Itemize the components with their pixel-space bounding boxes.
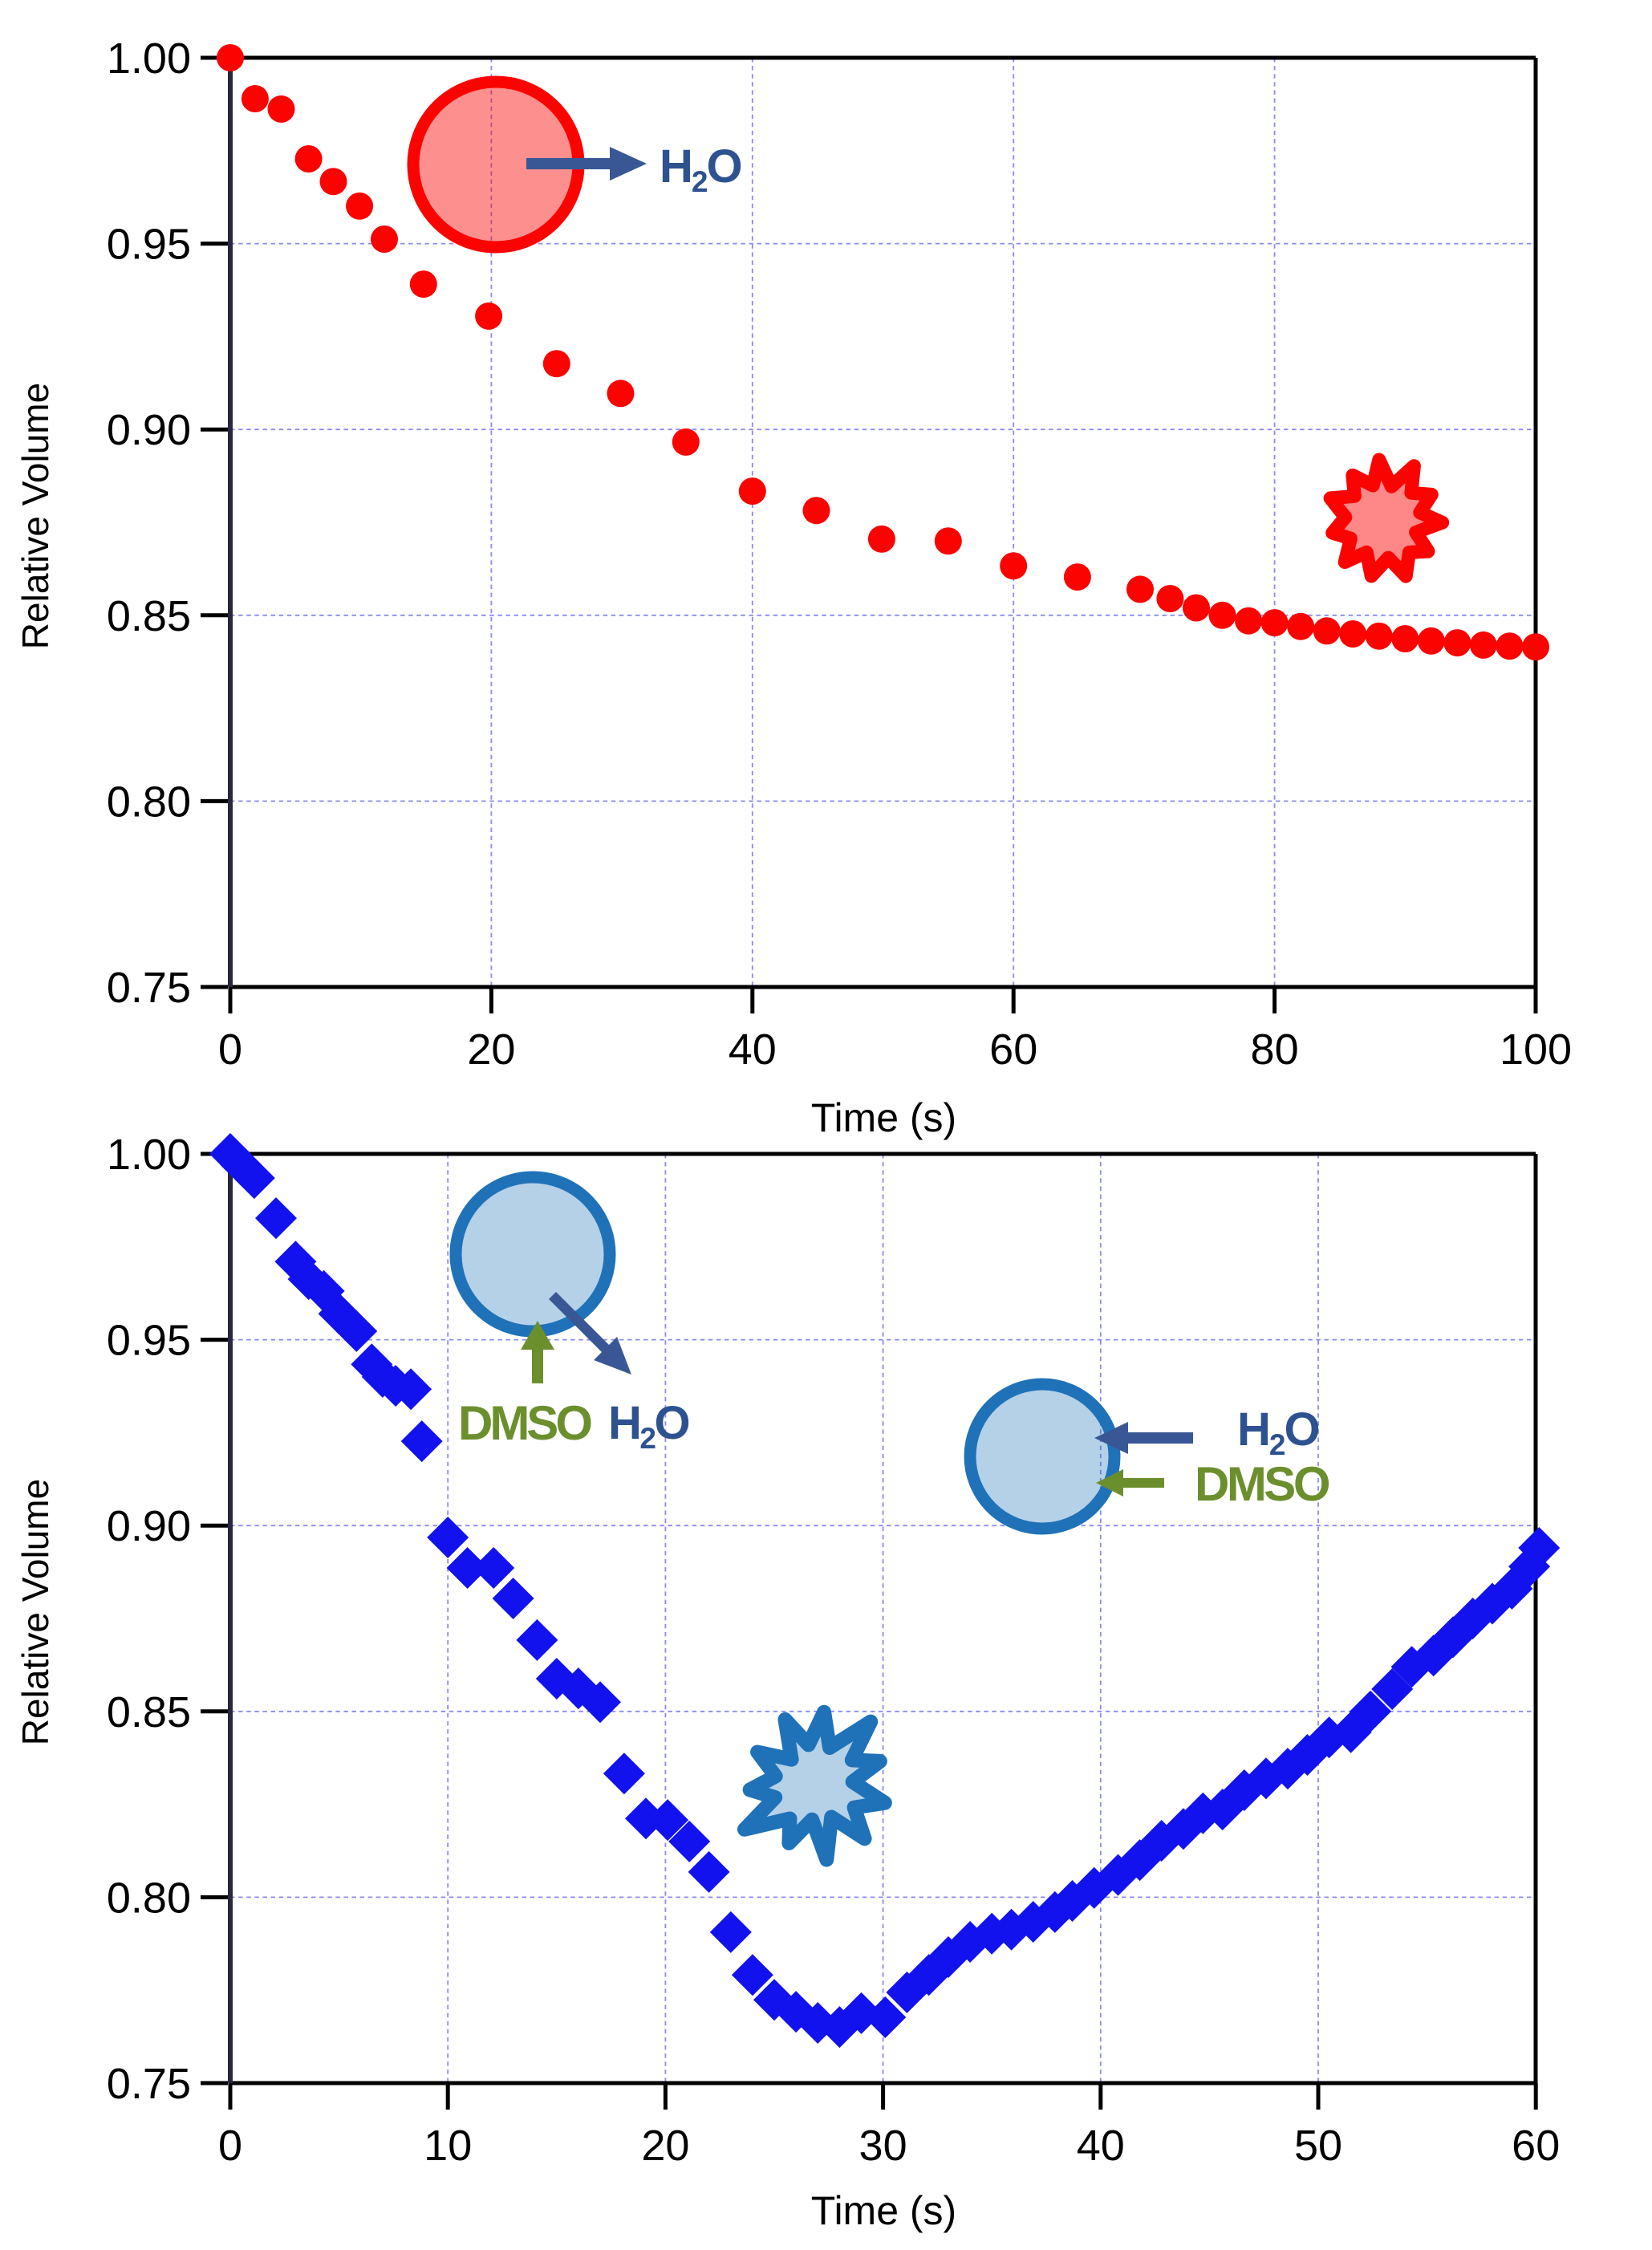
svg-text:0: 0 bbox=[218, 1025, 242, 1074]
svg-text:0.85: 0.85 bbox=[107, 1688, 191, 1736]
svg-text:30: 30 bbox=[859, 2122, 907, 2170]
svg-text:0.85: 0.85 bbox=[107, 592, 191, 640]
svg-text:Time (s): Time (s) bbox=[811, 1095, 956, 1140]
svg-text:Time (s): Time (s) bbox=[811, 2188, 956, 2233]
svg-text:1.00: 1.00 bbox=[107, 35, 191, 83]
svg-text:0.75: 0.75 bbox=[107, 964, 191, 1012]
svg-text:80: 80 bbox=[1251, 1025, 1299, 1074]
svg-text:DMSO: DMSO bbox=[1195, 1457, 1329, 1511]
svg-text:0.95: 0.95 bbox=[107, 1317, 191, 1365]
svg-text:20: 20 bbox=[641, 2122, 689, 2170]
svg-text:60: 60 bbox=[1512, 2122, 1560, 2170]
svg-text:0.95: 0.95 bbox=[107, 221, 191, 269]
svg-text:10: 10 bbox=[424, 2122, 472, 2170]
svg-text:0.90: 0.90 bbox=[107, 1502, 191, 1550]
svg-text:60: 60 bbox=[989, 1025, 1037, 1074]
svg-text:Relative Volume: Relative Volume bbox=[14, 1479, 56, 1745]
svg-text:0.90: 0.90 bbox=[107, 406, 191, 454]
svg-text:50: 50 bbox=[1294, 2122, 1342, 2170]
svg-text:DMSO: DMSO bbox=[458, 1396, 591, 1450]
svg-text:Relative Volume: Relative Volume bbox=[14, 383, 56, 649]
svg-text:0.80: 0.80 bbox=[107, 778, 191, 826]
svg-text:40: 40 bbox=[729, 1025, 777, 1074]
svg-text:1.00: 1.00 bbox=[107, 1131, 191, 1179]
svg-text:H2O: H2O bbox=[660, 140, 741, 198]
svg-text:20: 20 bbox=[467, 1025, 515, 1074]
svg-text:0: 0 bbox=[218, 2122, 242, 2170]
svg-text:40: 40 bbox=[1077, 2122, 1125, 2170]
svg-text:H2O: H2O bbox=[608, 1397, 688, 1455]
svg-text:100: 100 bbox=[1500, 1025, 1572, 1074]
svg-text:0.75: 0.75 bbox=[107, 2060, 191, 2108]
svg-text:0.80: 0.80 bbox=[107, 1874, 191, 1922]
